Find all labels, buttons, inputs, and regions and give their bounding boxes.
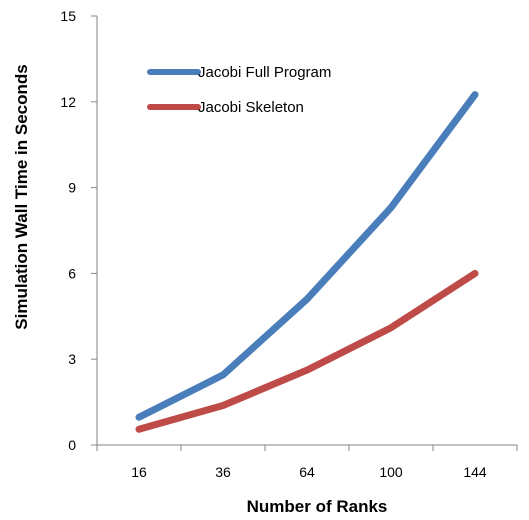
y-tick-label: 6 [68, 265, 76, 281]
y-tick-label: 9 [68, 180, 76, 196]
legend: Jacobi Full Program Jacobi Skeleton [137, 46, 372, 128]
legend-label-jacobi-skeleton: Jacobi Skeleton [198, 99, 304, 116]
y-tick-label: 12 [60, 94, 76, 110]
legend-box [137, 46, 372, 128]
x-tick-label: 144 [463, 464, 487, 480]
x-tick-label: 64 [299, 464, 315, 480]
y-axis-ticks: 0 3 6 9 12 15 [60, 8, 97, 453]
x-tick-label: 16 [131, 464, 147, 480]
x-tick-label: 100 [379, 464, 403, 480]
series-layer [135, 91, 479, 433]
x-axis-ticks: 16 36 64 100 144 [96, 445, 518, 480]
legend-label-jacobi-full-program: Jacobi Full Program [198, 64, 331, 81]
y-tick-label: 0 [68, 437, 76, 453]
y-tick-label: 15 [60, 8, 76, 24]
x-tick-label: 36 [215, 464, 231, 480]
y-tick-label: 3 [68, 351, 76, 367]
y-axis-title: Simulation Wall Time in Seconds [12, 64, 31, 329]
x-axis-title: Number of Ranks [247, 497, 388, 516]
